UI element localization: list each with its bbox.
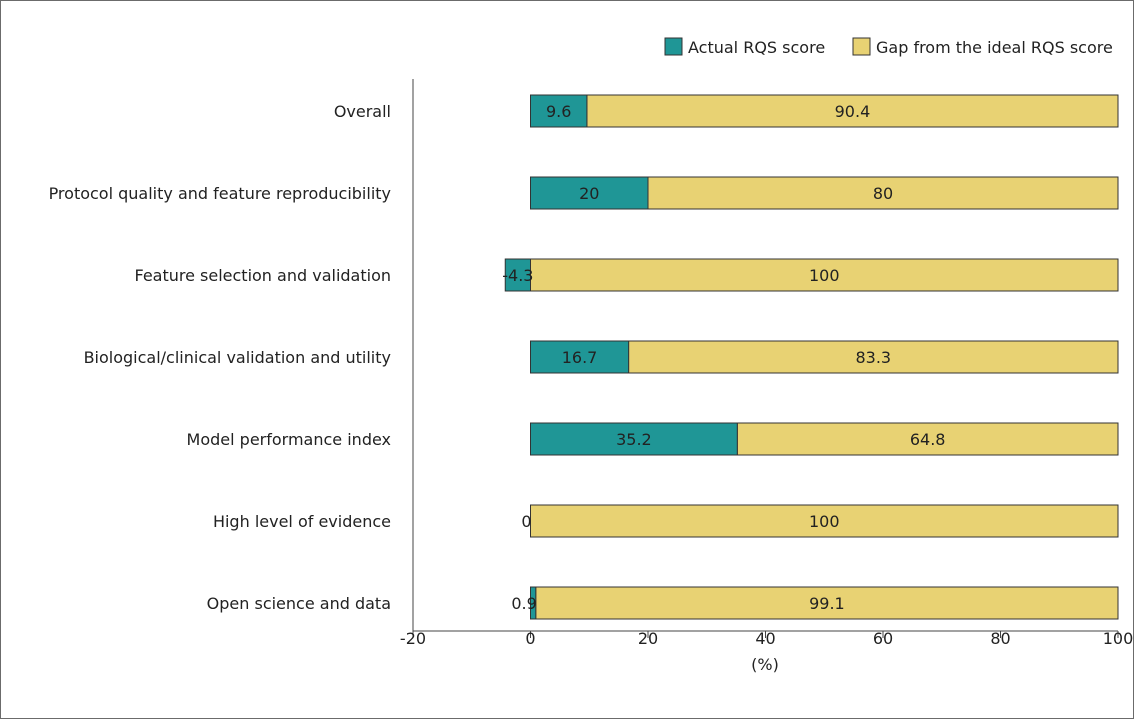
- x-tick-label: 100: [1103, 629, 1133, 648]
- data-label-gap-high-level-of-evidence: 100: [809, 512, 840, 531]
- legend-swatch-gap-from-the-ideal-rqs-score: [852, 37, 871, 56]
- bar-gap-high-level-of-evidence: [530, 504, 1119, 538]
- data-label-gap-protocol-quality-and-feature-reproducibility: 80: [873, 184, 893, 203]
- bar-gap-overall: [586, 94, 1119, 128]
- data-label-gap-biological-clinical-validation-and-utility: 83.3: [855, 348, 891, 367]
- bar-actual-feature-selection-and-validation: [504, 258, 531, 292]
- x-tick-label: 0: [525, 629, 535, 648]
- data-label-gap-model-performance-index: 64.8: [910, 430, 946, 449]
- category-label-protocol-quality-and-feature-reproducibility: Protocol quality and feature reproducibi…: [49, 184, 391, 203]
- legend-label-gap-from-the-ideal-rqs-score: Gap from the ideal RQS score: [876, 38, 1113, 57]
- bar-gap-feature-selection-and-validation: [530, 258, 1119, 292]
- bar-actual-open-science-and-data: [530, 586, 537, 620]
- category-label-feature-selection-and-validation: Feature selection and validation: [134, 266, 391, 285]
- bar-actual-model-performance-index: [530, 422, 738, 456]
- x-axis-ticks: -20 0 20 40 60 80 100: [400, 629, 1133, 648]
- bar-gap-open-science-and-data: [535, 586, 1119, 620]
- bar-actual-protocol-quality-and-feature-reproducibility: [530, 176, 649, 210]
- data-label-gap-feature-selection-and-validation: 100: [809, 266, 840, 285]
- x-tick-label: 40: [755, 629, 775, 648]
- x-tick-label: 80: [990, 629, 1010, 648]
- x-tick-label: 20: [638, 629, 658, 648]
- legend-swatch-actual-rqs-score: [664, 37, 683, 56]
- bars: 9.6 90.4 20 80 -4.3 100 16.7 83.3 35.2 64.8 0 100 0.…: [502, 94, 1119, 620]
- bar-actual-biological-clinical-validation-and-utility: [530, 340, 630, 374]
- bar-actual-overall: [530, 94, 588, 128]
- category-label-open-science-and-data: Open science and data: [207, 594, 391, 613]
- legend-label-actual-rqs-score: Actual RQS score: [688, 38, 825, 57]
- bar-gap-protocol-quality-and-feature-reproducibility: [647, 176, 1119, 210]
- data-label-actual-high-level-of-evidence: 0: [521, 512, 531, 531]
- category-label-high-level-of-evidence: High level of evidence: [213, 512, 391, 531]
- category-label-model-performance-index: Model performance index: [187, 430, 391, 449]
- data-label-actual-feature-selection-and-validation: -4.3: [502, 266, 533, 285]
- data-label-actual-model-performance-index: 35.2: [616, 430, 652, 449]
- data-label-actual-biological-clinical-validation-and-utility: 16.7: [562, 348, 598, 367]
- legend: Actual RQS score Gap from the ideal RQS s…: [664, 37, 1113, 57]
- data-label-actual-protocol-quality-and-feature-reproducibility: 20: [579, 184, 599, 203]
- x-axis-label: (%): [751, 655, 779, 674]
- category-label-overall: Overall: [334, 102, 391, 121]
- bar-gap-biological-clinical-validation-and-utility: [628, 340, 1119, 374]
- category-labels: Overall Protocol quality and feature repr…: [49, 102, 391, 613]
- category-label-biological-clinical-validation-and-utility: Biological/clinical validation and utili…: [84, 348, 391, 367]
- data-label-gap-open-science-and-data: 99.1: [809, 594, 845, 613]
- x-tick-label: -20: [400, 629, 426, 648]
- data-label-actual-open-science-and-data: 0.9: [511, 594, 536, 613]
- data-label-actual-overall: 9.6: [546, 102, 571, 121]
- x-tick-label: 60: [873, 629, 893, 648]
- data-label-gap-overall: 90.4: [835, 102, 871, 121]
